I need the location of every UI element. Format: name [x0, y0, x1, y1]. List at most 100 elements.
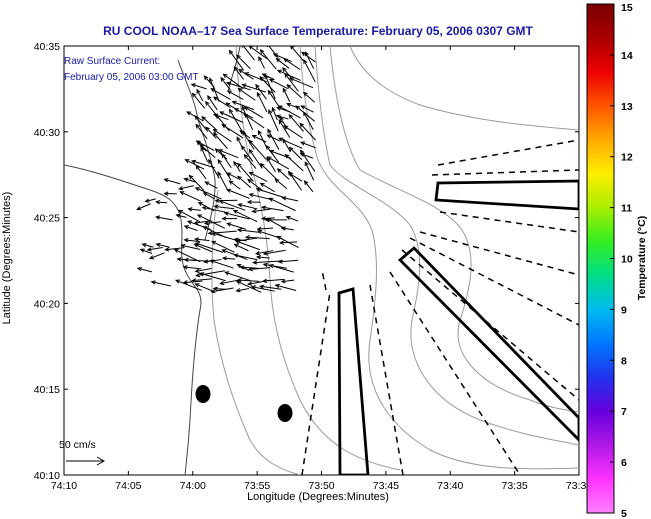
current-vector [252, 260, 283, 265]
current-vector [261, 278, 284, 284]
current-vector [282, 87, 291, 103]
current-vector [233, 160, 241, 173]
colorbar-tick-label: 12 [621, 152, 633, 164]
current-vector [264, 74, 276, 100]
current-vector [283, 125, 303, 139]
x-tick-label: 73:50 [308, 480, 334, 492]
current-vector [276, 168, 290, 180]
current-vector [164, 247, 184, 252]
current-vector [204, 181, 218, 189]
x-axis-label: Longitude (Degrees:Minutes) [247, 491, 389, 503]
current-vector [271, 106, 278, 121]
colorbar-tick-label: 5 [621, 508, 627, 519]
x-tick-label: 73:55 [244, 480, 270, 492]
current-vector [210, 287, 234, 294]
current-vector [180, 243, 201, 251]
current-vector [184, 159, 205, 170]
colorbar-tick-label: 8 [621, 355, 627, 367]
x-tick-label: 73:45 [373, 480, 399, 492]
current-vector [232, 209, 258, 223]
current-vector [148, 252, 165, 260]
current-vector [221, 124, 244, 139]
current-vector [260, 205, 284, 212]
current-vector [217, 149, 239, 159]
current-vector [243, 106, 264, 119]
current-vector [259, 182, 275, 193]
current-vector [255, 83, 267, 100]
current-vector [299, 141, 316, 149]
current-vector [255, 255, 270, 260]
current-vector [280, 279, 295, 284]
current-vector [283, 58, 301, 71]
current-vector [183, 177, 197, 183]
y-tick-label: 40:20 [34, 298, 60, 310]
current-vector [233, 253, 258, 261]
current-vector [278, 137, 303, 149]
x-tick-label: 74:10 [51, 480, 77, 492]
current-vector [183, 238, 201, 243]
current-vector [219, 111, 244, 123]
current-vector [190, 159, 215, 169]
current-vector [178, 185, 194, 191]
current-vector [237, 87, 256, 101]
current-vector [300, 105, 314, 113]
current-vector [272, 53, 292, 62]
colorbar-gradient [586, 3, 615, 514]
current-vector [256, 226, 274, 232]
current-vector [175, 279, 202, 291]
y-tick-label: 40:25 [34, 213, 60, 225]
colorbar-tick-label: 13 [621, 101, 633, 113]
current-vector [155, 215, 173, 221]
current-vector [277, 105, 301, 119]
current-vector [282, 67, 293, 79]
current-vector [175, 213, 187, 218]
current-vector [209, 259, 234, 269]
current-vector [228, 180, 241, 190]
current-vector [194, 237, 210, 242]
y-tick-label: 40:30 [34, 127, 60, 139]
current-vector [277, 259, 299, 264]
current-vector [267, 128, 280, 150]
current-vector [241, 105, 254, 131]
current-vector [284, 72, 299, 92]
y-axis-label: Latitude (Degrees:Minutes) [1, 192, 13, 325]
current-vector [226, 90, 244, 100]
current-vector [234, 240, 261, 251]
current-vector [242, 130, 255, 150]
current-vector [233, 108, 254, 119]
current-vector [217, 158, 232, 181]
current-vector [226, 222, 247, 230]
current-vector [212, 128, 232, 143]
current-vector [248, 46, 268, 60]
current-vector [288, 113, 304, 132]
current-vector [262, 249, 286, 256]
current-vector [268, 197, 296, 212]
current-vector [278, 119, 291, 138]
current-vector [211, 240, 235, 253]
current-vector [285, 215, 299, 222]
x-tick-label: 74:05 [115, 480, 141, 492]
y-axis: 40:35 40:30 40:25 40:20 40:15 40:10 [34, 41, 579, 482]
current-vector [288, 170, 303, 191]
x-tick-label: 73:40 [437, 480, 463, 492]
current-vector [217, 171, 229, 191]
y-tick-label: 40:35 [34, 41, 60, 53]
current-vector [220, 76, 231, 91]
radar-boundary-line [431, 169, 579, 176]
current-vector [176, 257, 196, 262]
current-vector [199, 143, 216, 159]
current-vector [219, 279, 239, 286]
scale-vector-arrow [66, 456, 106, 466]
current-vector [196, 214, 226, 229]
current-vector [299, 149, 316, 172]
radar-boundary-line [437, 139, 579, 166]
current-vector [244, 235, 270, 240]
colorbar-tick-label: 14 [621, 50, 633, 62]
current-vector [182, 280, 203, 285]
current-vector [259, 162, 278, 180]
current-vector [303, 111, 314, 130]
current-vector [191, 278, 212, 283]
transect-box-east [434, 179, 579, 211]
radar-boundary-line [409, 237, 579, 326]
x-tick-label: 74:00 [180, 480, 206, 492]
